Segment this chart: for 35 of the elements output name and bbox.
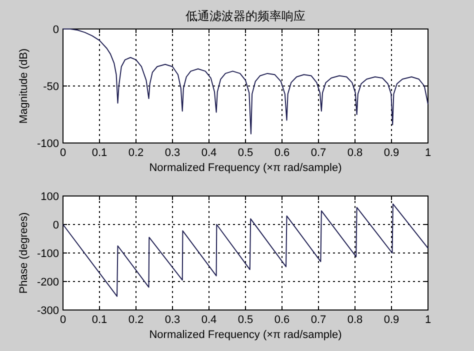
x-tick-label: 0.2: [128, 314, 144, 326]
x-tick-label: 0.5: [238, 314, 254, 326]
x-tick-label: 0.1: [92, 314, 108, 326]
x-axis-title: Normalized Frequency (×π rad/sample): [149, 162, 342, 174]
x-tick-label: 0.6: [274, 314, 290, 326]
x-tick-label: 0.7: [310, 147, 326, 159]
x-tick-label: 0.2: [128, 147, 144, 159]
y-axis-title: Magnitude (dB): [18, 48, 30, 124]
x-tick-label: 0.8: [347, 314, 363, 326]
y-tick-label: 0: [52, 220, 59, 232]
y-tick-label: -100: [36, 248, 59, 260]
y-tick-label: -100: [36, 138, 59, 150]
x-tick-label: 1: [424, 147, 432, 159]
y-axis-title: Phase (degrees): [18, 212, 30, 294]
y-tick-label: -300: [36, 305, 59, 317]
x-tick-label: 0.5: [238, 147, 254, 159]
x-tick-label: 0.9: [384, 147, 400, 159]
x-tick-label: 0.4: [201, 314, 217, 326]
line-series: [62, 203, 428, 297]
x-axis-title: Normalized Frequency (×π rad/sample): [149, 329, 342, 341]
chart-title: 低通滤波器的频率响应: [186, 9, 306, 23]
y-tick-label: 100: [40, 191, 59, 203]
x-tick-label: 0.3: [164, 314, 180, 326]
x-tick-label: 0.8: [347, 147, 363, 159]
y-tick-label: 0: [52, 24, 59, 36]
x-tick-label: 1: [424, 314, 432, 326]
x-tick-label: 0.4: [201, 147, 217, 159]
x-tick-label: 0.7: [310, 314, 326, 326]
y-tick-label: -200: [36, 276, 59, 288]
x-tick-label: 0.9: [384, 314, 400, 326]
y-tick-label: -50: [43, 81, 59, 93]
line-series: [62, 28, 428, 134]
x-tick-label: 0.6: [274, 147, 290, 159]
x-tick-label: 0.1: [92, 147, 108, 159]
x-tick-label: 0.3: [164, 147, 180, 159]
